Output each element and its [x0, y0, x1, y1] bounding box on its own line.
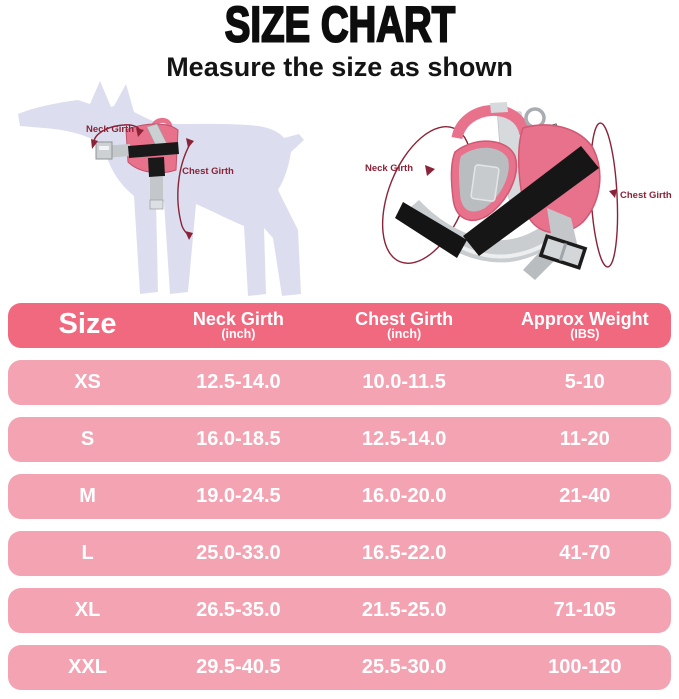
weight-cell: 100-120 [548, 656, 622, 678]
chest-girth-cell: 16.5-22.0 [361, 542, 447, 564]
column-header-unit: (inch) [387, 327, 422, 341]
harness-velcro-band [463, 146, 599, 256]
table-row: L 25.0-33.0 16.5-22.0 41-70 [8, 531, 671, 576]
dog-neck-girth-label: Neck Girth [86, 124, 134, 135]
arrowhead [91, 139, 98, 149]
column-header-approx-weight: Approx Weight (IBS) [499, 310, 671, 341]
table-row: M 19.0-24.5 16.0-20.0 21-40 [8, 474, 671, 519]
chest-girth-cell: 10.0-11.5 [362, 371, 446, 393]
column-header-neck-girth: Neck Girth (inch) [167, 310, 310, 341]
table-row: XXL 29.5-40.5 25.5-30.0 100-120 [8, 645, 671, 690]
table-row: S 16.0-18.5 12.5-14.0 11-20 [8, 417, 671, 462]
weight-cell: 21-40 [559, 485, 611, 507]
weight-cell: 11-20 [559, 428, 610, 450]
page-title: SIZE CHART [223, 0, 455, 54]
weight-cell: 71-105 [553, 599, 616, 621]
chest-girth-cell: 12.5-14.0 [361, 428, 447, 450]
arrowhead [609, 189, 617, 198]
chest-girth-cell: 21.5-25.0 [361, 599, 447, 621]
size-cell: XL [74, 599, 101, 621]
weight-cell: 41-70 [559, 542, 611, 564]
chest-girth-cell: 16.0-20.0 [361, 485, 447, 507]
harness-mesh-window [470, 164, 500, 202]
column-header-unit: (inch) [221, 327, 256, 341]
column-header-label: Approx Weight [520, 309, 649, 329]
neck-girth-cell: 26.5-35.0 [196, 599, 281, 621]
column-header-unit: (IBS) [570, 327, 600, 341]
page-subtitle: Measure the size as shown [166, 52, 513, 82]
arrowhead [136, 128, 144, 137]
harness-neck-girth-label: Neck Girth [365, 163, 413, 174]
size-table-header: Size Neck Girth (inch) Chest Girth (inch… [8, 303, 671, 348]
column-header-size: Size [58, 308, 117, 340]
size-cell: XS [74, 371, 101, 393]
harness-chest-girth-label: Chest Girth [620, 190, 672, 201]
neck-girth-cell: 29.5-40.5 [196, 656, 281, 678]
dog-belly-strap-tip [149, 199, 164, 210]
size-cell: XXL [68, 656, 107, 678]
table-row: XL 26.5-35.0 21.5-25.0 71-105 [8, 588, 671, 633]
column-header-label: Neck Girth [192, 309, 284, 329]
dog-belly-strap-gray [150, 177, 163, 201]
neck-girth-cell: 25.0-33.0 [196, 542, 281, 564]
dog-chest-girth-label: Chest Girth [182, 166, 234, 177]
table-row: XS 12.5-14.0 10.0-11.5 5-10 [8, 360, 671, 405]
arrowhead [186, 138, 194, 148]
harness-figure: Neck Girth Chest Girth [365, 102, 672, 280]
harness-neck-band-black [395, 202, 467, 258]
size-table: Size Neck Girth (inch) Chest Girth (inch… [8, 303, 671, 690]
harness-slide-buckle [538, 234, 588, 270]
dog-harness-chest-buckle [95, 141, 113, 160]
harness-handle-strap [490, 102, 508, 113]
arrowhead [185, 231, 193, 240]
dog-harness-black-band [128, 142, 179, 158]
neck-girth-cell: 19.0-24.5 [196, 485, 281, 507]
dog-belly-strap-black [148, 157, 165, 177]
column-header-chest-girth: Chest Girth (inch) [310, 310, 499, 341]
dog-with-harness-figure: Neck Girth Chest Girth [18, 81, 304, 296]
size-cell: L [81, 542, 94, 564]
size-table-body: XS 12.5-14.0 10.0-11.5 5-10 S 16.0-18.5 … [8, 360, 671, 690]
size-cell: S [80, 428, 95, 450]
size-cell: M [79, 485, 96, 507]
column-header-label: Chest Girth [355, 309, 454, 329]
chest-girth-cell: 25.5-30.0 [361, 656, 447, 678]
neck-girth-cell: 16.0-18.5 [196, 428, 281, 450]
arrowhead [425, 165, 435, 176]
neck-girth-cell: 12.5-14.0 [196, 371, 281, 393]
buckle-highlight [99, 146, 109, 150]
weight-cell: 5-10 [564, 371, 605, 393]
